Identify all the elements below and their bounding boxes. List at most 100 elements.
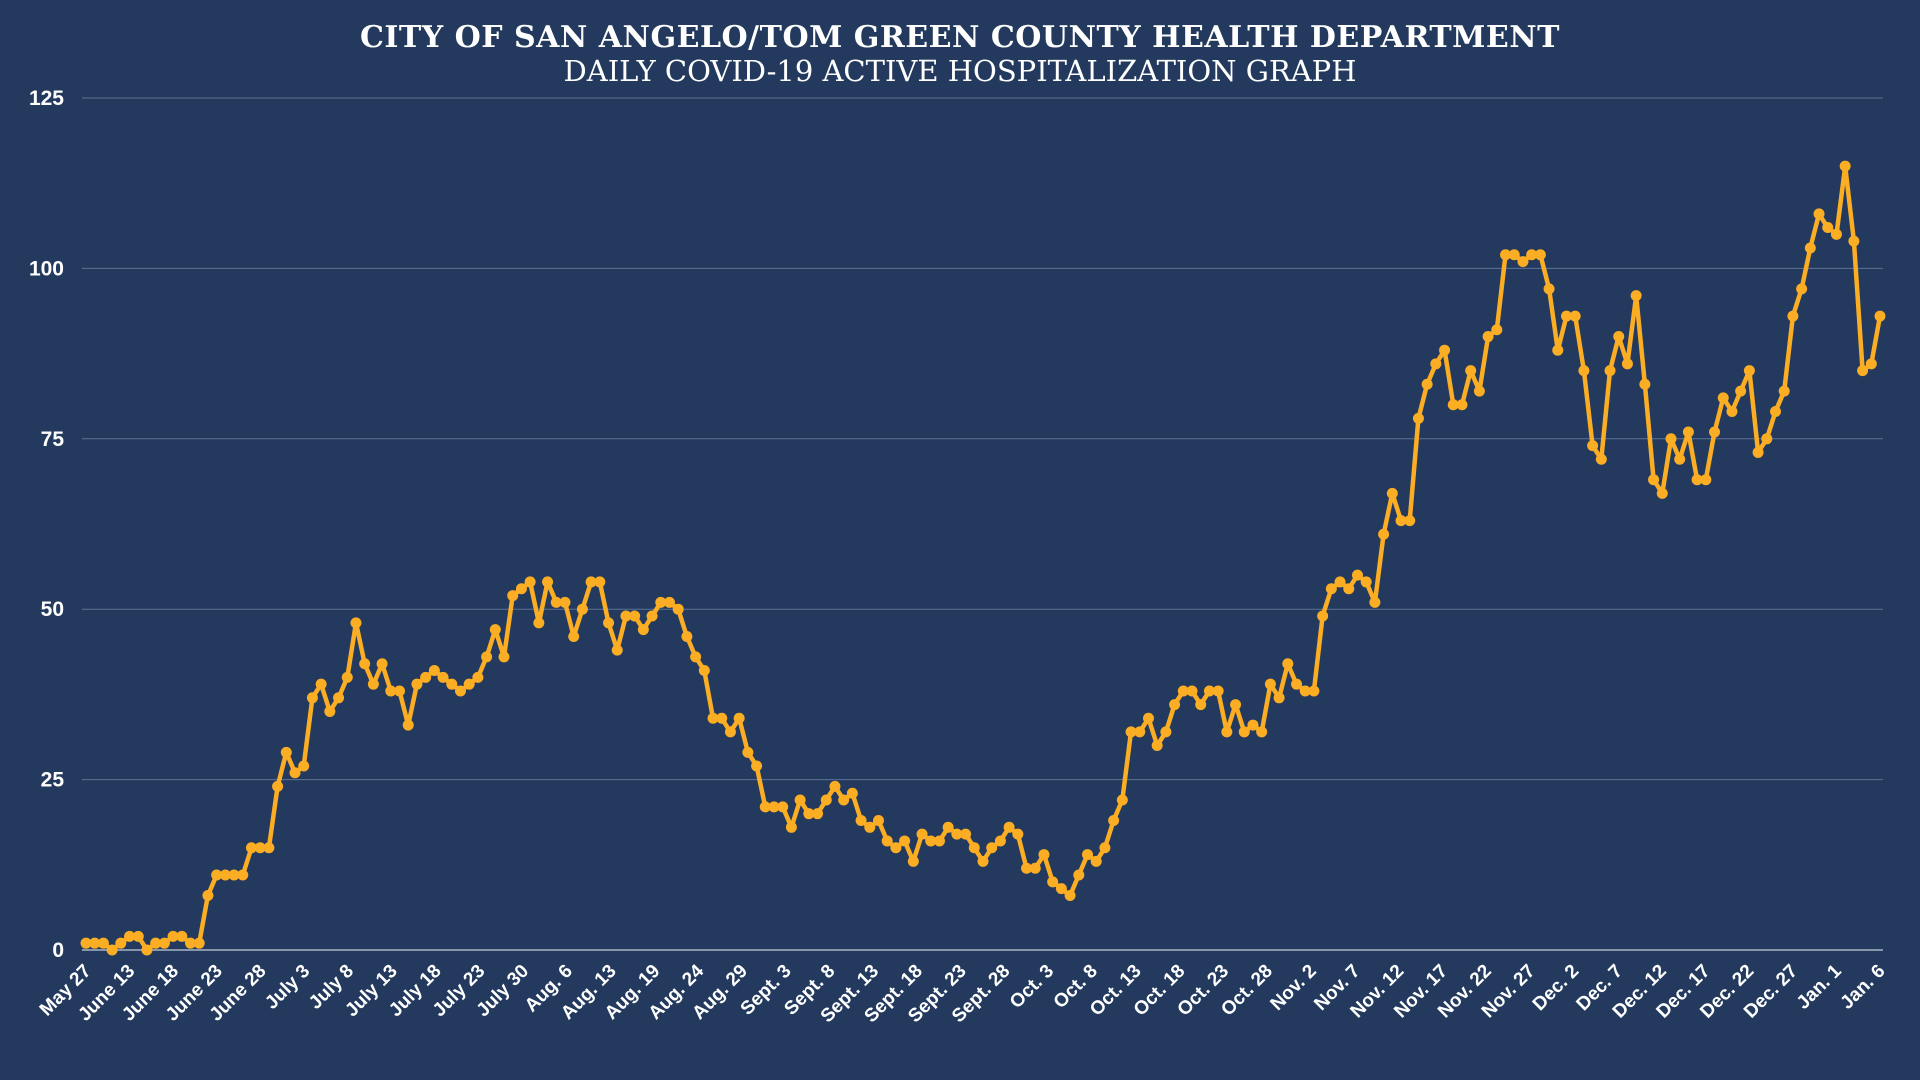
data-point — [437, 671, 449, 683]
x-tick-label: Oct. 3 — [1006, 961, 1058, 1013]
data-point — [1334, 576, 1346, 588]
data-point — [176, 930, 188, 942]
data-point — [115, 937, 127, 949]
data-point — [141, 944, 153, 956]
data-point — [794, 794, 806, 806]
data-point — [1021, 862, 1033, 874]
data-point — [298, 760, 310, 772]
y-tick-label: 50 — [41, 598, 64, 621]
data-point — [707, 712, 719, 724]
data-point — [603, 617, 615, 629]
data-point — [829, 780, 841, 792]
data-point — [672, 603, 684, 615]
x-tick-label: Jan. 6 — [1837, 961, 1890, 1014]
data-point — [733, 712, 745, 724]
data-point — [1787, 310, 1799, 322]
data-point — [637, 624, 649, 636]
data-point — [1848, 235, 1860, 247]
data-point — [1465, 365, 1477, 377]
y-tick-label: 75 — [41, 428, 65, 451]
data-point — [481, 651, 493, 663]
data-point — [585, 576, 597, 588]
data-point — [454, 685, 466, 697]
data-point — [472, 671, 484, 683]
data-point — [812, 808, 824, 820]
data-point — [1648, 474, 1660, 486]
data-point — [1508, 249, 1520, 261]
data-point — [777, 801, 789, 813]
data-point — [124, 930, 136, 942]
data-point — [1282, 658, 1294, 670]
data-point — [280, 746, 292, 758]
data-point — [542, 576, 554, 588]
data-point — [855, 814, 867, 826]
chart-title: CITY OF SAN ANGELO/TOM GREEN COUNTY HEAL… — [359, 20, 1560, 55]
data-point — [1203, 685, 1215, 697]
data-point — [759, 801, 771, 813]
data-point — [1177, 685, 1189, 697]
data-point — [1491, 324, 1503, 336]
data-point — [916, 828, 928, 840]
data-point — [1369, 596, 1381, 608]
data-point — [1003, 821, 1015, 833]
data-point — [1230, 699, 1242, 711]
data-point — [367, 678, 379, 690]
series-line — [86, 163, 1883, 953]
data-point — [1639, 378, 1651, 390]
data-point — [872, 814, 884, 826]
data-point — [185, 937, 197, 949]
data-point — [1743, 365, 1755, 377]
data-point — [1038, 849, 1050, 861]
data-point — [1726, 406, 1738, 418]
data-point — [1116, 794, 1128, 806]
data-point — [1543, 283, 1555, 295]
data-point — [1456, 399, 1468, 411]
data-point — [211, 869, 223, 881]
data-point — [1517, 256, 1529, 268]
data-point — [890, 842, 902, 854]
data-point — [1212, 685, 1224, 697]
data-point — [742, 746, 754, 758]
y-tick-label: 100 — [29, 257, 64, 280]
data-point — [1195, 699, 1207, 711]
data-point — [202, 889, 214, 901]
data-point — [1125, 726, 1137, 738]
data-point — [881, 835, 893, 847]
data-point — [1717, 392, 1729, 404]
data-point — [951, 828, 963, 840]
data-point — [1691, 474, 1703, 486]
y-tick-label: 25 — [41, 769, 65, 792]
data-point — [1325, 583, 1337, 595]
data-point — [899, 835, 911, 847]
data-point — [724, 726, 736, 738]
x-tick-label: Nov. 2 — [1267, 961, 1321, 1015]
data-point — [1134, 726, 1146, 738]
data-point — [106, 944, 118, 956]
data-point — [698, 665, 710, 677]
data-point — [655, 596, 667, 608]
data-point — [306, 692, 318, 704]
data-point — [846, 787, 858, 799]
data-point — [1055, 883, 1067, 895]
data-point — [864, 821, 876, 833]
data-point — [1142, 712, 1154, 724]
data-point — [1047, 876, 1059, 888]
data-point — [1874, 310, 1886, 322]
y-tick-label: 0 — [52, 939, 64, 962]
data-point — [272, 780, 284, 792]
data-point — [663, 596, 675, 608]
data-point — [1090, 855, 1102, 867]
data-point — [1264, 678, 1276, 690]
data-point — [1813, 208, 1825, 220]
data-point — [1804, 242, 1816, 254]
data-point — [1674, 453, 1686, 465]
data-point — [1404, 515, 1416, 527]
data-point — [1447, 399, 1459, 411]
data-point — [89, 937, 101, 949]
data-point — [1343, 583, 1355, 595]
data-point — [359, 658, 371, 670]
data-point — [1360, 576, 1372, 588]
data-point — [80, 937, 92, 949]
data-point — [1308, 685, 1320, 697]
